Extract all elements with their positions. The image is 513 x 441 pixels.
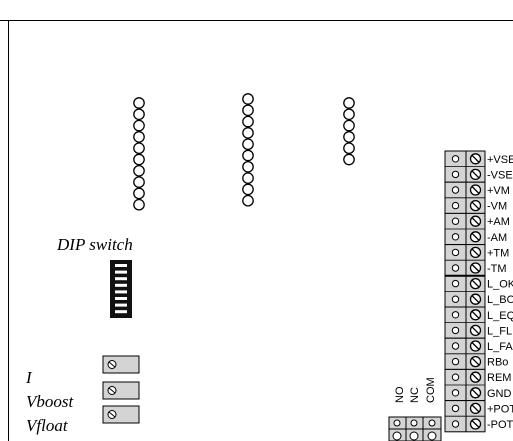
terminal-pin[interactable] [451, 248, 460, 257]
header-pin[interactable] [133, 164, 145, 177]
terminal-label: -POT [487, 419, 513, 431]
terminal-label: GND [487, 388, 512, 400]
terminal-label: L_EQ [487, 310, 513, 322]
terminal-pin[interactable] [451, 326, 460, 335]
terminal-label: -VM [487, 201, 507, 213]
terminal-label: +VSE [487, 154, 513, 166]
terminal-label: RBo [487, 357, 508, 369]
relay-pin-com[interactable] [428, 419, 436, 427]
header-pin[interactable] [343, 142, 355, 155]
dip-lever[interactable] [115, 303, 127, 307]
main-terminal-block: +VSE -VSE +VM -VM +AM -AM +TM -TM L_OK L_BO L_EQ L_… [444, 150, 513, 433]
terminal-pin[interactable] [451, 155, 460, 163]
header-pin[interactable] [133, 198, 145, 211]
relay-label-com: COM [425, 377, 437, 403]
header-pin[interactable] [242, 138, 254, 151]
terminal-label: +POT [487, 403, 513, 415]
header-pin[interactable] [343, 108, 355, 121]
header-pin[interactable] [242, 160, 254, 173]
pot-vfloat[interactable] [102, 405, 140, 424]
terminal-pin[interactable] [451, 279, 460, 288]
terminal-pin[interactable] [451, 170, 460, 179]
dip-lever[interactable] [115, 310, 127, 314]
terminal-label: -VSE [487, 169, 513, 181]
relay-pin-nc[interactable] [410, 419, 418, 427]
dip-lever[interactable] [115, 264, 127, 267]
relay-label-nc: NC [409, 387, 421, 403]
header-pin[interactable] [242, 194, 254, 207]
terminal-label: L_OK [487, 279, 513, 291]
pot-label-vfloat: Vfloat [26, 416, 69, 435]
header-pin[interactable] [242, 93, 254, 105]
dip-lever[interactable] [115, 283, 127, 287]
dip-lever[interactable] [115, 270, 127, 274]
header-pin[interactable] [133, 131, 145, 143]
terminal-label: L_FA [487, 341, 513, 353]
header-pin[interactable] [242, 183, 254, 196]
relay-terminal-block [388, 416, 442, 441]
header-pin[interactable] [242, 127, 254, 139]
dip-switch[interactable] [110, 260, 132, 318]
terminal-pin[interactable] [451, 186, 460, 194]
terminal-pin[interactable] [451, 404, 460, 413]
pot-label-vboost: Vboost [26, 392, 75, 411]
header-pin[interactable] [133, 176, 145, 188]
header-pin[interactable] [242, 172, 254, 184]
terminal-label: -AM [487, 232, 507, 244]
relay-label-no: NO [394, 386, 406, 403]
header-pin[interactable] [343, 131, 355, 143]
pin-header-right [343, 97, 355, 166]
terminal-pin[interactable] [451, 311, 460, 319]
header-pin[interactable] [343, 119, 355, 132]
terminal-pin[interactable] [451, 420, 460, 428]
terminal-label: L_FL [487, 325, 512, 337]
terminal-pin[interactable] [451, 342, 460, 350]
terminal-pin[interactable] [451, 201, 460, 210]
dip-switch-label: DIP switch [56, 235, 133, 254]
terminal-label: +VM [487, 185, 510, 197]
terminal-label: REM [487, 372, 511, 384]
terminal-pin[interactable] [451, 264, 460, 272]
pot-label-i: I [25, 368, 33, 387]
pin-header-middle [242, 93, 254, 207]
dip-lever[interactable] [115, 297, 127, 300]
terminal-pin[interactable] [451, 233, 460, 241]
terminal-label: +TM [487, 247, 509, 259]
pot-vboost[interactable] [102, 381, 140, 400]
header-pin[interactable] [343, 153, 355, 166]
header-pin[interactable] [242, 104, 254, 117]
pot-current[interactable] [102, 355, 140, 374]
header-pin[interactable] [133, 108, 145, 121]
header-pin[interactable] [343, 97, 355, 109]
terminal-pin[interactable] [451, 217, 460, 225]
relay-pin-no[interactable] [393, 419, 401, 427]
terminal-label: L_BO [487, 294, 513, 306]
header-pin[interactable] [133, 119, 145, 132]
terminal-pin[interactable] [451, 295, 460, 303]
terminal-pin[interactable] [451, 357, 460, 366]
terminal-label: +AM [487, 216, 510, 228]
terminal-label: -TM [487, 263, 507, 275]
header-pin[interactable] [242, 149, 254, 162]
header-pin[interactable] [133, 97, 145, 109]
terminal-pin[interactable] [451, 389, 460, 397]
dip-lever[interactable] [115, 290, 127, 294]
header-pin[interactable] [242, 115, 254, 128]
header-pin[interactable] [133, 142, 145, 155]
header-pin[interactable] [133, 187, 145, 200]
header-pin[interactable] [133, 153, 145, 166]
dip-lever[interactable] [115, 277, 127, 281]
pin-header-left [133, 97, 145, 211]
terminal-pin[interactable] [451, 373, 460, 381]
